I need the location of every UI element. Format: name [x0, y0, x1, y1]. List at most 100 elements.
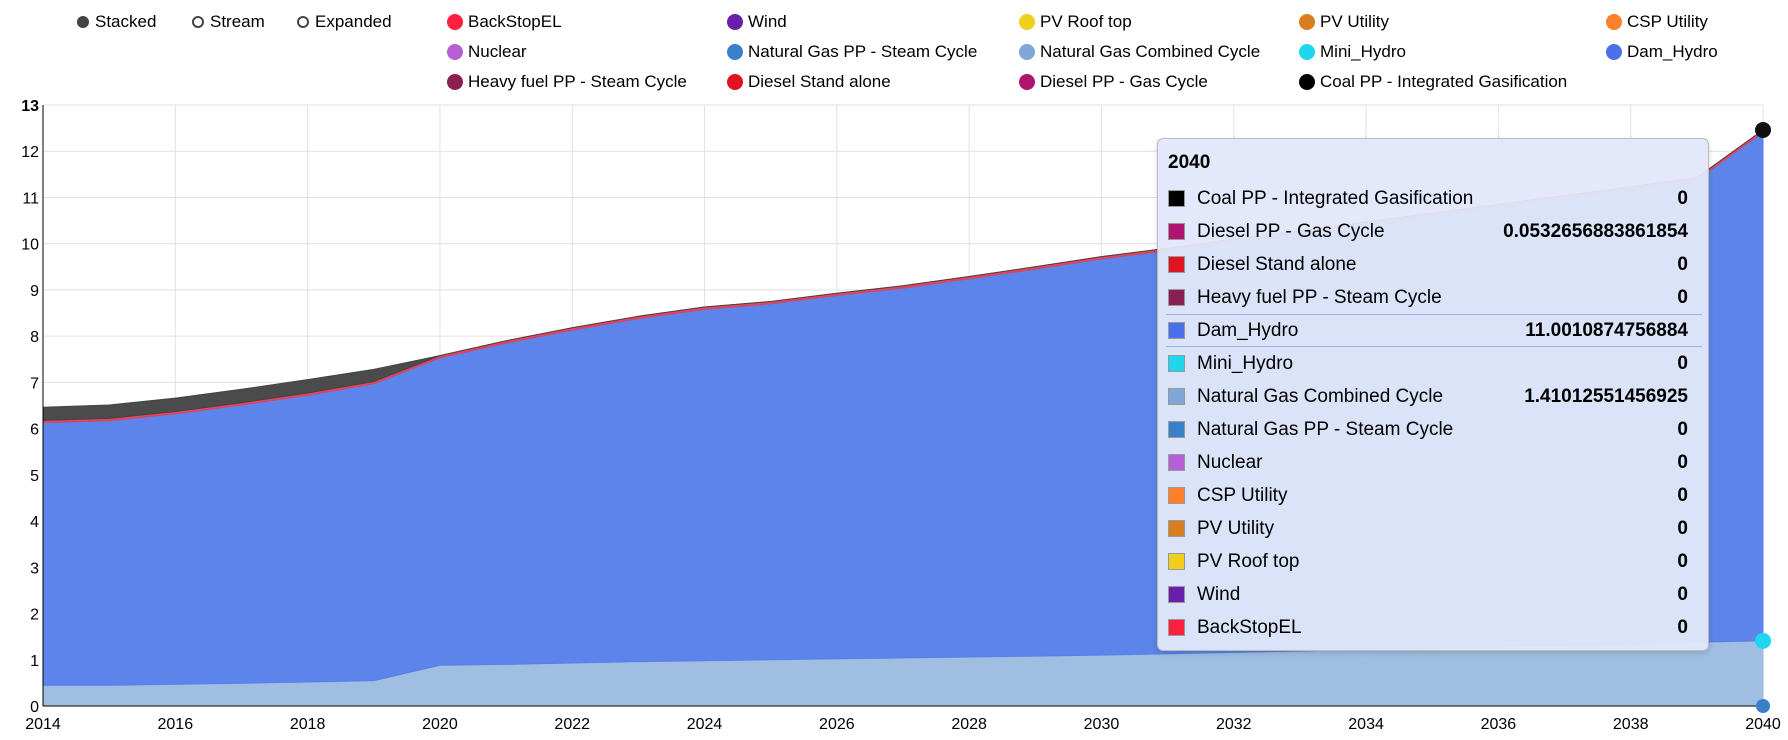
legend-label: Heavy fuel PP - Steam Cycle	[468, 72, 687, 91]
tooltip-series-name: Natural Gas PP - Steam Cycle	[1197, 418, 1454, 440]
legend-item[interactable]: Dam_Hydro	[1606, 41, 1718, 63]
tooltip-series-value: 0	[1677, 550, 1688, 572]
y-tick-label: 12	[21, 144, 39, 161]
y-tick-label: 9	[30, 283, 39, 300]
color-swatch-icon	[1168, 619, 1185, 636]
y-tick-label: 0	[30, 699, 39, 716]
tooltip-row: Diesel PP - Gas Cycle 0.0532656883861854	[1166, 215, 1702, 248]
tooltip-series-name: Coal PP - Integrated Gasification	[1197, 187, 1474, 209]
area-coal-pp-integrated-gasification	[42, 129, 1764, 421]
tooltip-series-value: 0	[1677, 352, 1688, 374]
legend-item[interactable]: Wind	[727, 11, 787, 33]
tooltip-row: Natural Gas PP - Steam Cycle 0	[1166, 413, 1702, 446]
legend-item[interactable]: Mini_Hydro	[1299, 41, 1406, 63]
x-tick-label: 2034	[1348, 716, 1384, 733]
radio-icon	[297, 16, 309, 28]
legend-dot-icon	[1299, 14, 1315, 30]
legend-item[interactable]: PV Utility	[1299, 11, 1389, 33]
x-tick-label: 2038	[1613, 716, 1649, 733]
color-swatch-icon	[1168, 454, 1185, 471]
y-tick-label: 2	[30, 607, 39, 624]
tooltip-series-name: Mini_Hydro	[1197, 352, 1294, 374]
tooltip-series-value: 11.0010874756884	[1525, 319, 1688, 341]
tooltip-series-value: 0	[1677, 484, 1688, 506]
legend-label: CSP Utility	[1627, 12, 1708, 31]
tooltip-series-name: Nuclear	[1197, 451, 1263, 473]
mode-stream[interactable]: Stream	[192, 12, 265, 32]
color-swatch-icon	[1168, 322, 1185, 339]
y-tick-label: 4	[30, 514, 39, 531]
tooltip-row: Nuclear 0	[1166, 446, 1702, 479]
legend-item[interactable]: CSP Utility	[1606, 11, 1708, 33]
legend-item[interactable]: Nuclear	[447, 41, 527, 63]
tooltip-row: Natural Gas Combined Cycle 1.410125514569…	[1166, 380, 1702, 413]
legend-item[interactable]: BackStopEL	[447, 11, 562, 33]
color-swatch-icon	[1168, 487, 1185, 504]
legend-item[interactable]: Natural Gas PP - Steam Cycle	[727, 41, 977, 63]
tooltip-series-value: 0.0532656883861854	[1503, 220, 1688, 242]
legend-item[interactable]: Heavy fuel PP - Steam Cycle	[447, 71, 687, 93]
legend-label: Wind	[748, 12, 787, 31]
tooltip-series-name: Natural Gas Combined Cycle	[1197, 385, 1444, 407]
tooltip-series-value: 0	[1677, 583, 1688, 605]
legend-label: Dam_Hydro	[1627, 42, 1718, 61]
legend-dot-icon	[1019, 14, 1035, 30]
mode-stacked-label: Stacked	[95, 12, 157, 31]
mode-stacked[interactable]: Stacked	[77, 12, 156, 32]
x-tick-label: 2014	[25, 716, 61, 733]
tooltip-row: Dam_Hydro 11.0010874756884	[1166, 314, 1702, 347]
tooltip-series-value: 0	[1677, 286, 1688, 308]
legend-item[interactable]: Natural Gas Combined Cycle	[1019, 41, 1260, 63]
tooltip-series-name: PV Utility	[1197, 517, 1275, 539]
legend-dot-icon	[447, 74, 463, 90]
legend-label: Nuclear	[468, 42, 527, 61]
legend-label: Coal PP - Integrated Gasification	[1320, 72, 1568, 91]
tooltip-series-name: Wind	[1197, 583, 1241, 605]
marker-coal-pp	[1755, 121, 1771, 138]
legend-dot-icon	[447, 44, 463, 60]
x-tick-label: 2020	[422, 716, 458, 733]
tooltip-series-name: Diesel PP - Gas Cycle	[1197, 220, 1385, 242]
color-swatch-icon	[1168, 586, 1185, 603]
tooltip: 2040 Coal PP - Integrated Gasification 0 D…	[1157, 138, 1709, 651]
legend-label: Mini_Hydro	[1320, 42, 1406, 61]
tooltip-row: BackStopEL 0	[1166, 611, 1702, 644]
legend-item[interactable]: Diesel PP - Gas Cycle	[1019, 71, 1208, 93]
legend-dot-icon	[1019, 74, 1035, 90]
tooltip-series-value: 0	[1677, 616, 1688, 638]
legend-item[interactable]: Diesel Stand alone	[727, 71, 891, 93]
mode-expanded[interactable]: Expanded	[297, 12, 392, 32]
tooltip-row: PV Utility 0	[1166, 512, 1702, 545]
legend-dot-icon	[1299, 74, 1315, 90]
x-tick-label: 2024	[687, 716, 723, 733]
mode-stream-label: Stream	[210, 12, 265, 31]
tooltip-row: PV Roof top 0	[1166, 545, 1702, 578]
color-swatch-icon	[1168, 421, 1185, 438]
x-tick-label: 2026	[819, 716, 855, 733]
legend-dot-icon	[1019, 44, 1035, 60]
y-tick-label: 5	[30, 468, 39, 485]
legend-item[interactable]: Coal PP - Integrated Gasification	[1299, 71, 1567, 93]
x-tick-label: 2028	[951, 716, 987, 733]
marker-mini-hydro	[1755, 632, 1771, 649]
tooltip-series-name: Diesel Stand alone	[1197, 253, 1357, 275]
tooltip-series-name: PV Roof top	[1197, 550, 1300, 572]
tooltip-series-name: Heavy fuel PP - Steam Cycle	[1197, 286, 1442, 308]
legend-dot-icon	[1606, 44, 1622, 60]
radio-icon	[77, 16, 89, 28]
color-swatch-icon	[1168, 256, 1185, 273]
legend-dot-icon	[447, 14, 463, 30]
legend-label: Diesel Stand alone	[748, 72, 891, 91]
y-tick-label: 11	[22, 190, 39, 207]
legend-label: Natural Gas PP - Steam Cycle	[748, 42, 978, 61]
radio-icon	[192, 16, 204, 28]
tooltip-row: CSP Utility 0	[1166, 479, 1702, 512]
marker-natural-gas-steam	[1756, 699, 1770, 713]
y-tick-label: 3	[30, 560, 39, 577]
tooltip-series-name: BackStopEL	[1197, 616, 1302, 638]
legend-item[interactable]: PV Roof top	[1019, 11, 1132, 33]
tooltip-series-value: 1.41012551456925	[1524, 385, 1688, 407]
tooltip-series-value: 0	[1677, 451, 1688, 473]
tooltip-row: Wind 0	[1166, 578, 1702, 611]
legend-dot-icon	[1606, 14, 1622, 30]
